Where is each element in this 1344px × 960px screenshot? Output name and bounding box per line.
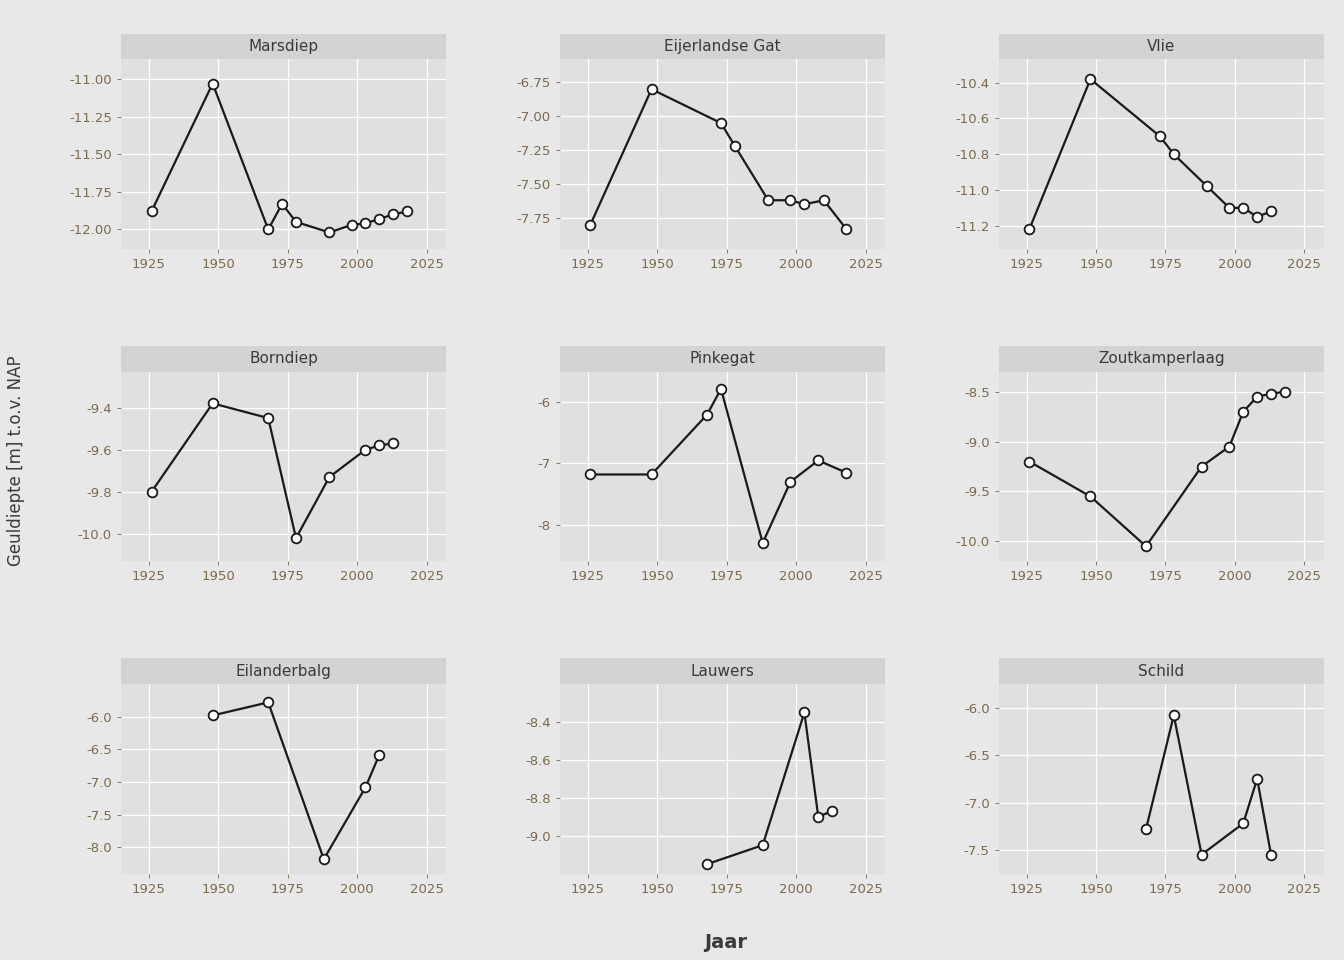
- Text: Borndiep: Borndiep: [249, 351, 319, 367]
- Text: Marsdiep: Marsdiep: [249, 39, 319, 54]
- Text: Lauwers: Lauwers: [691, 663, 754, 679]
- Text: Pinkegat: Pinkegat: [689, 351, 755, 367]
- Text: Vlie: Vlie: [1146, 39, 1176, 54]
- Text: Eilanderbalg: Eilanderbalg: [235, 663, 332, 679]
- Text: Schild: Schild: [1138, 663, 1184, 679]
- Text: Eijerlandse Gat: Eijerlandse Gat: [664, 39, 781, 54]
- Text: Geuldiepte [m] t.o.v. NAP: Geuldiepte [m] t.o.v. NAP: [7, 355, 26, 566]
- Text: Zoutkamperlaag: Zoutkamperlaag: [1098, 351, 1224, 367]
- Text: Jaar: Jaar: [704, 933, 747, 952]
